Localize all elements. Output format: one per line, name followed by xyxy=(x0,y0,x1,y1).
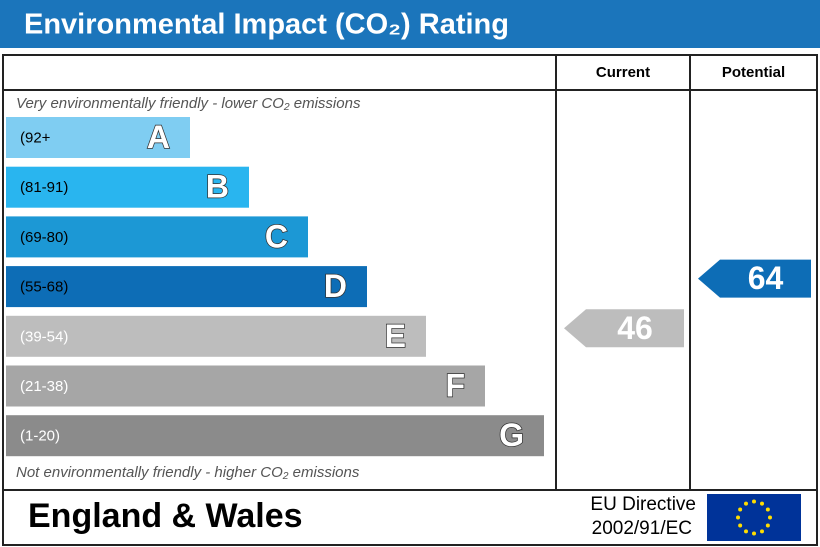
region: England & Wales xyxy=(28,497,303,535)
rating-arrow xyxy=(698,259,811,298)
band-bar xyxy=(6,315,426,357)
band-bar xyxy=(6,166,249,208)
star xyxy=(760,529,764,534)
star xyxy=(738,523,743,528)
band-letter: B xyxy=(206,169,229,205)
star xyxy=(744,501,748,506)
band-range: (1-20) xyxy=(20,428,60,445)
band-range: (69-80) xyxy=(20,229,68,246)
star xyxy=(738,507,743,512)
band-bar xyxy=(6,216,308,258)
star xyxy=(752,499,756,504)
band-bar xyxy=(6,117,190,158)
band-range: (92+ xyxy=(20,129,51,146)
eu-flag xyxy=(707,494,801,541)
band-bar xyxy=(6,266,367,308)
band-range: (55-68) xyxy=(20,279,68,296)
bottom-note: Not environmentally friendly - higher CO… xyxy=(16,464,360,481)
band-bar xyxy=(6,365,485,407)
band-range: (39-54) xyxy=(20,328,68,345)
star xyxy=(768,515,772,520)
frame xyxy=(2,54,818,546)
band-letter: E xyxy=(385,318,406,354)
star xyxy=(765,507,770,512)
band-letter: D xyxy=(324,268,347,304)
column-header: Potential xyxy=(722,64,785,81)
directive: 2002/91/EC xyxy=(592,518,692,539)
rating-arrow xyxy=(564,309,684,348)
band-letter: F xyxy=(445,367,465,403)
band-letter: G xyxy=(499,417,524,453)
star xyxy=(765,523,770,528)
band-bar xyxy=(6,415,544,457)
star xyxy=(736,515,740,520)
column-header: Current xyxy=(596,64,650,81)
star xyxy=(744,529,748,534)
band-range: (21-38) xyxy=(20,378,68,395)
star xyxy=(760,501,764,506)
directive: EU Directive xyxy=(590,494,696,515)
band-range: (81-91) xyxy=(20,179,68,196)
top-note: Very environmentally friendly - lower CO… xyxy=(16,95,361,112)
rating-value: 46 xyxy=(617,310,653,346)
title-bar xyxy=(0,0,820,48)
band-letter: A xyxy=(147,119,170,155)
star xyxy=(752,531,756,536)
band-letter: C xyxy=(265,218,288,254)
rating-value: 64 xyxy=(748,260,784,296)
chart-title: Environmental Impact (CO₂) Rating xyxy=(24,9,509,41)
